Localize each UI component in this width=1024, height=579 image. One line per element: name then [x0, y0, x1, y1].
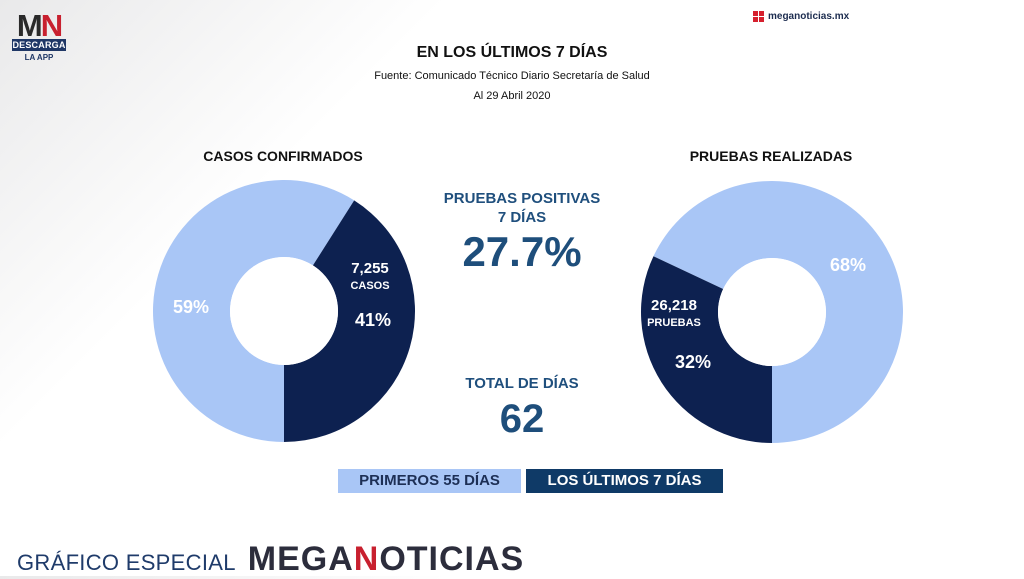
logo-descarga-text: DESCARGA [12, 39, 66, 51]
chart-title-pruebas: PRUEBAS REALIZADAS [689, 148, 853, 164]
brand-text: meganoticias.mx [768, 11, 850, 22]
data-label-recent-unit: CASOS [350, 280, 389, 292]
data-label-first-percent: 59% [173, 297, 209, 317]
legend-primeros-55-dias: PRIMEROS 55 DÍAS [338, 469, 521, 493]
brand-link[interactable]: meganoticias.mx [753, 11, 849, 22]
slice-ultimos-7-dias [284, 200, 415, 442]
data-label-recent-count: 7,255 [351, 260, 389, 277]
data-label-first-percent: 68% [830, 255, 866, 275]
slice-primeros-55-dias [153, 179, 355, 442]
data-label-recent-count: 26,218 [651, 297, 697, 314]
donut-chart-pruebas: 68% 26,218 PRUEBAS 32% [641, 181, 903, 443]
page-title: EN LOS ÚLTIMOS 7 DÍAS [416, 44, 608, 61]
pruebas-positivas-value: 27.7% [462, 228, 582, 275]
pruebas-positivas-label-line2: 7 DÍAS [497, 209, 547, 226]
data-label-recent-percent: 41% [355, 310, 391, 330]
logo-app-text: LA APP [24, 53, 54, 62]
donut-chart-casos: 59% 7,255 CASOS 41% [153, 179, 415, 442]
slice-ultimos-7-dias [641, 256, 772, 443]
data-label-recent-unit: PRUEBAS [647, 317, 701, 329]
data-label-recent-percent: 32% [675, 352, 711, 372]
date-text: Al 29 Abril 2020 [473, 90, 551, 102]
total-dias-label: TOTAL DE DÍAS [465, 375, 579, 392]
footer-brand-text: MEGANOTICIAS [247, 540, 525, 578]
footer: GRÁFICO ESPECIAL MEGANOTICIAS [17, 540, 524, 579]
source-text: Fuente: Comunicado Técnico Diario Secret… [374, 70, 650, 82]
slice-primeros-55-dias [653, 181, 903, 443]
logo-mn-text: MN [16, 8, 63, 43]
chart-title-casos: CASOS CONFIRMADOS [203, 148, 363, 164]
legend-ultimos-7-dias: LOS ÚLTIMOS 7 DÍAS [526, 469, 723, 493]
total-dias-value: 62 [499, 397, 545, 441]
brand-cross-icon [753, 11, 764, 22]
app-logo[interactable]: MN DESCARGA LA APP [12, 8, 66, 62]
pruebas-positivas-label: PRUEBAS POSITIVAS 7 DÍAS [412, 189, 632, 227]
footer-special-text: GRÁFICO ESPECIAL [17, 550, 236, 575]
pruebas-positivas-label-line1: PRUEBAS POSITIVAS [443, 190, 601, 207]
